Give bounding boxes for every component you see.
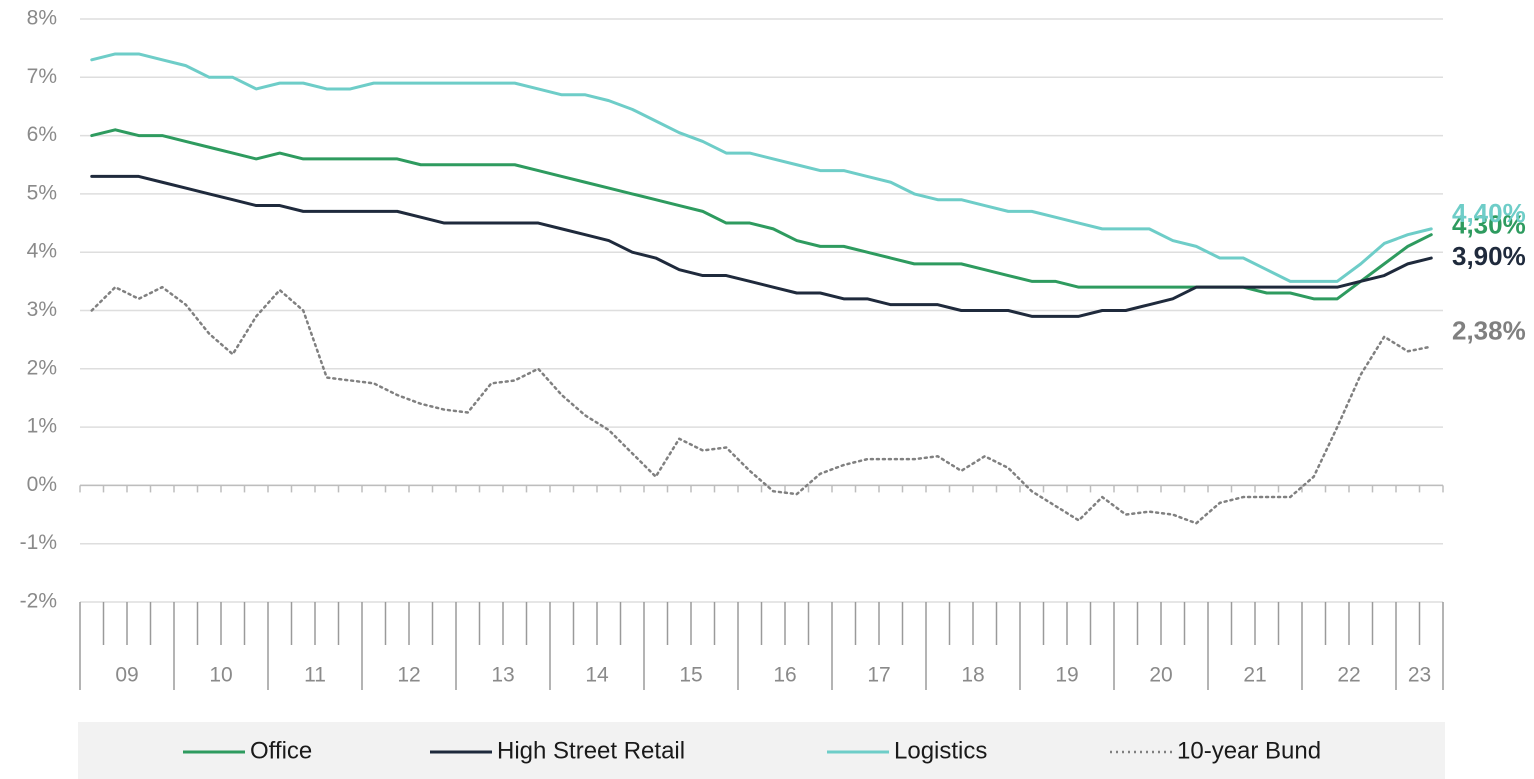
y-tick-label: -2%	[20, 590, 57, 613]
end-label: 4,30%	[1452, 210, 1526, 240]
x-tick-label: 14	[585, 664, 609, 687]
y-tick-label: 5%	[27, 181, 57, 204]
end-label: 4,40%	[1452, 198, 1526, 228]
legend-label: High Street Retail	[497, 737, 685, 764]
y-tick-label: 8%	[27, 7, 57, 30]
x-tick-label: 22	[1337, 664, 1360, 687]
legend-label: Logistics	[894, 737, 987, 764]
x-tick-label: 15	[679, 664, 702, 687]
y-tick-label: 6%	[27, 123, 57, 146]
y-tick-label: 0%	[27, 473, 57, 496]
y-tick-label: 3%	[27, 298, 57, 321]
y-tick-label: 2%	[27, 356, 57, 379]
x-tick-label: 18	[961, 664, 984, 687]
series-line	[90, 174, 1433, 318]
series-line	[90, 52, 1433, 283]
x-tick-label: 13	[491, 664, 514, 687]
x-tick-label: 23	[1408, 664, 1431, 687]
end-label: 2,38%	[1452, 316, 1526, 346]
y-tick-label: 4%	[27, 240, 57, 263]
x-tick-label: 16	[773, 664, 796, 687]
x-tick-label: 17	[867, 664, 890, 687]
legend-label: 10-year Bund	[1177, 737, 1321, 764]
x-tick-label: 11	[304, 664, 326, 687]
y-tick-label: 7%	[27, 65, 57, 88]
y-tick-label: -1%	[20, 531, 57, 554]
legend-background	[78, 722, 1445, 779]
y-tick-label: 1%	[27, 415, 57, 438]
series-line	[90, 285, 1433, 525]
end-label: 3,90%	[1452, 241, 1526, 271]
x-tick-label: 19	[1055, 664, 1078, 687]
x-tick-label: 12	[397, 664, 420, 687]
x-tick-label: 21	[1243, 664, 1266, 687]
legend-label: Office	[250, 737, 312, 764]
x-tick-label: 09	[115, 664, 138, 687]
x-tick-label: 10	[209, 664, 232, 687]
x-tick-label: 20	[1149, 664, 1172, 687]
